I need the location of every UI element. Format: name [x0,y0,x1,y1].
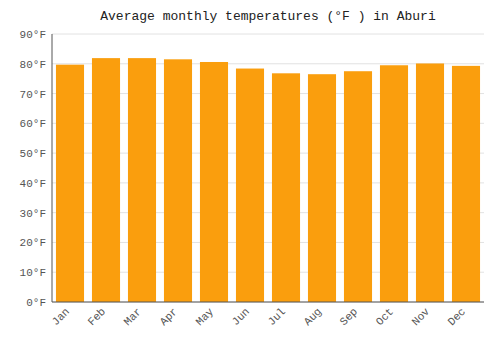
x-tick-label: Sep [338,306,360,328]
bar [56,65,84,302]
bars [56,58,480,302]
x-tick-label: Jun [230,306,252,328]
title: Average monthly temperatures (°F ) in Ab… [100,9,436,24]
y-tick-label: 40°F [20,178,46,190]
bar [272,73,300,302]
x-tick-label: Nov [410,305,433,328]
bar [236,69,264,302]
grid-line [52,302,484,303]
y-tick-label: 70°F [20,89,46,101]
bar [308,74,336,302]
x-tick-label: May [194,305,217,328]
x-tick-label: Aug [302,306,324,328]
y-tick-label: 50°F [20,148,46,160]
x-tick-label: Mar [122,306,144,328]
bar [380,65,408,302]
x-tick-label: Jan [50,306,72,328]
bar [344,71,372,302]
x-tick-label: Apr [158,306,180,328]
x-tick-label: Feb [86,306,108,328]
y-tick-label: 80°F [20,59,46,71]
y-tick-label: 10°F [20,267,46,279]
y-tick-label: 60°F [20,118,46,130]
bar [416,63,444,302]
chart-container: Average monthly temperatures (°F ) in Ab… [0,0,500,350]
chart-svg: Average monthly temperatures (°F ) in Ab… [0,0,500,350]
y-tick-label: 20°F [20,237,46,249]
grid-line [52,34,484,35]
x-axis: Jan Feb Mar Apr May Jun Jul Aug Sep Oct Nov Dec [50,305,468,328]
y-tick-label: 30°F [20,208,46,220]
x-tick-label: Oct [374,306,396,328]
y-axis-line [52,34,53,302]
y-tick-label: 90°F [20,29,46,41]
grid [52,34,484,302]
x-tick-label: Jul [266,306,288,328]
bar [128,58,156,302]
x-axis-line [52,302,484,303]
bar [452,66,480,302]
x-tick-label: Dec [446,306,468,328]
bar [92,58,120,302]
y-axis: 0°F 10°F 20°F 30°F 40°F 50°F 60°F 70°F 80°F 90°F [20,29,46,309]
y-tick-label: 0°F [26,297,46,309]
bar [164,59,192,302]
bar [200,62,228,302]
